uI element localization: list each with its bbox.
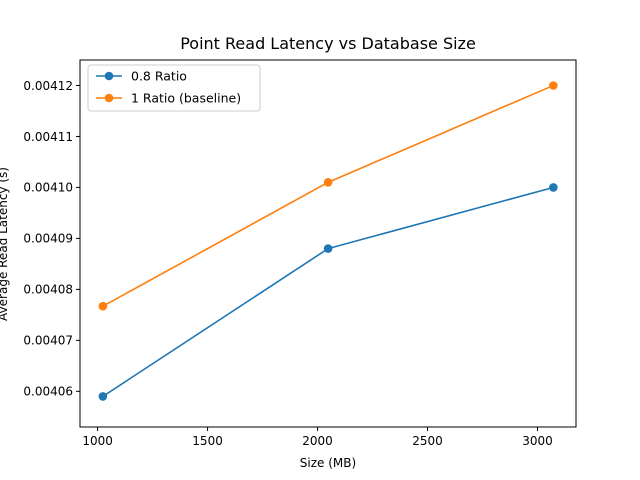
legend-box [87,64,261,112]
x-tick-label-0: 1000 [82,434,113,448]
x-tick-label-2: 2000 [302,434,333,448]
y-tick-label-0: 0.00406 [23,385,73,399]
data-point-1-1 [323,178,333,187]
y-tick-label-4: 0.00410 [23,181,73,195]
legend-label-0: 0.8 Ratio [131,69,187,84]
x-tick-label-1: 1500 [192,434,223,448]
legend-label-1: 1 Ratio (baseline) [131,91,241,106]
legend-marker-0 [104,71,114,81]
y-tick-label-6: 0.00412 [23,79,73,93]
y-axis-label: Average Read Latency (s) [0,167,10,321]
data-point-0-1 [323,244,333,253]
legend: 0.8 Ratio 1 Ratio (baseline) [87,64,261,112]
x-tick-label-4: 3000 [522,434,553,448]
data-point-1-2 [549,81,558,90]
data-point-0-0 [98,392,108,401]
y-tick-label-5: 0.00411 [23,130,73,144]
chart-title: Point Read Latency vs Database Size [180,34,476,53]
data-point-1-0 [98,301,108,311]
legend-marker-1 [104,93,114,103]
y-tick-label-1: 0.00407 [23,334,73,348]
axes-frame [79,59,577,428]
data-point-0-2 [549,183,558,192]
y-tick-label-3: 0.00409 [23,232,73,246]
y-tick-label-2: 0.00408 [23,283,73,297]
x-axis-label: Size (MB) [300,456,356,470]
x-tick-label-3: 2500 [412,434,443,448]
plot-area: 1000 1500 2000 2500 3000 0.00406 0.00407 0.0040… [23,59,577,448]
